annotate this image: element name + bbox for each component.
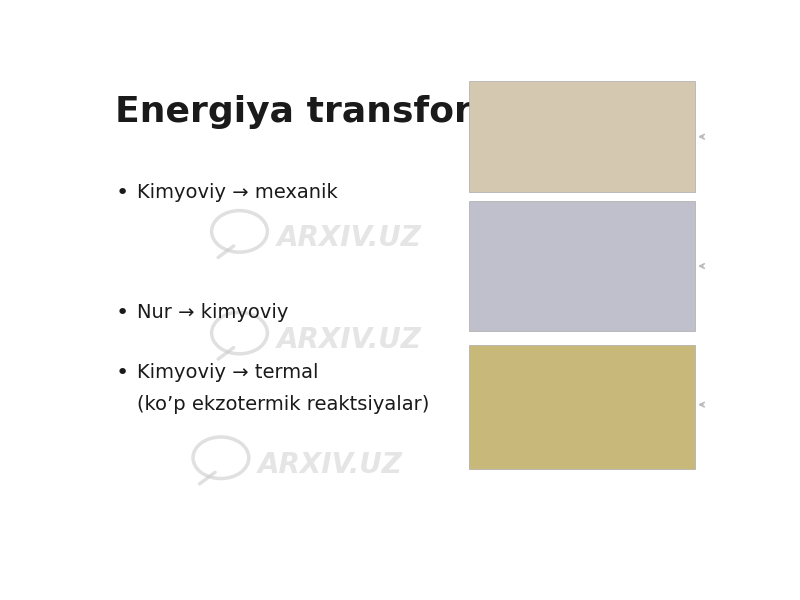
Text: ARXIV.UZ: ARXIV.UZ bbox=[277, 224, 422, 253]
Text: Kimyoviy → mexanik: Kimyoviy → mexanik bbox=[138, 183, 338, 202]
Bar bbox=[469, 202, 695, 331]
Text: Kimyoviy → termal: Kimyoviy → termal bbox=[138, 363, 318, 382]
Text: ARXIV.UZ: ARXIV.UZ bbox=[277, 326, 422, 354]
Bar bbox=[469, 81, 695, 192]
Text: Nur → kimyoviy: Nur → kimyoviy bbox=[138, 303, 289, 322]
Text: •: • bbox=[115, 363, 129, 383]
Text: (ko’p ekzotermik reaktsiyalar): (ko’p ekzotermik reaktsiyalar) bbox=[138, 395, 430, 415]
Text: ARXIV.UZ: ARXIV.UZ bbox=[258, 451, 403, 479]
Bar bbox=[469, 344, 695, 469]
Text: •: • bbox=[115, 303, 129, 323]
Text: Energiya transformatsiyasi: Energiya transformatsiyasi bbox=[115, 95, 667, 129]
Text: •: • bbox=[115, 183, 129, 203]
